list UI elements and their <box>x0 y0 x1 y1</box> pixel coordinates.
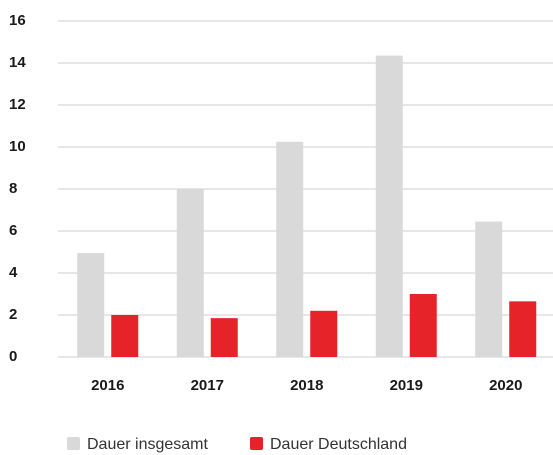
x-tick-label: 2019 <box>390 377 423 394</box>
bar <box>176 189 204 357</box>
bar <box>111 315 139 357</box>
legend-label: Dauer insgesamt <box>87 436 209 453</box>
y-tick-label: 12 <box>9 96 26 113</box>
bar <box>310 310 338 357</box>
y-tick-label: 2 <box>9 306 17 323</box>
x-tick-label: 2018 <box>290 377 323 394</box>
legend-swatch <box>250 437 263 450</box>
bar <box>409 294 437 357</box>
y-tick-label: 14 <box>9 54 26 71</box>
bar <box>475 221 503 357</box>
y-tick-label: 16 <box>9 12 26 29</box>
y-tick-label: 6 <box>9 222 17 239</box>
bar <box>375 55 403 358</box>
legend-swatch <box>67 437 80 450</box>
x-tick-label: 2020 <box>489 377 522 394</box>
bar <box>77 253 105 357</box>
x-tick-label: 2017 <box>191 377 224 394</box>
y-tick-label: 8 <box>9 180 17 197</box>
bar <box>509 301 537 357</box>
y-tick-label: 0 <box>9 348 17 365</box>
bar <box>276 141 304 357</box>
y-tick-label: 4 <box>9 264 18 281</box>
y-tick-label: 10 <box>9 138 26 155</box>
legend-label: Dauer Deutschland <box>270 436 407 453</box>
bar <box>210 318 238 357</box>
x-tick-label: 2016 <box>91 377 124 394</box>
